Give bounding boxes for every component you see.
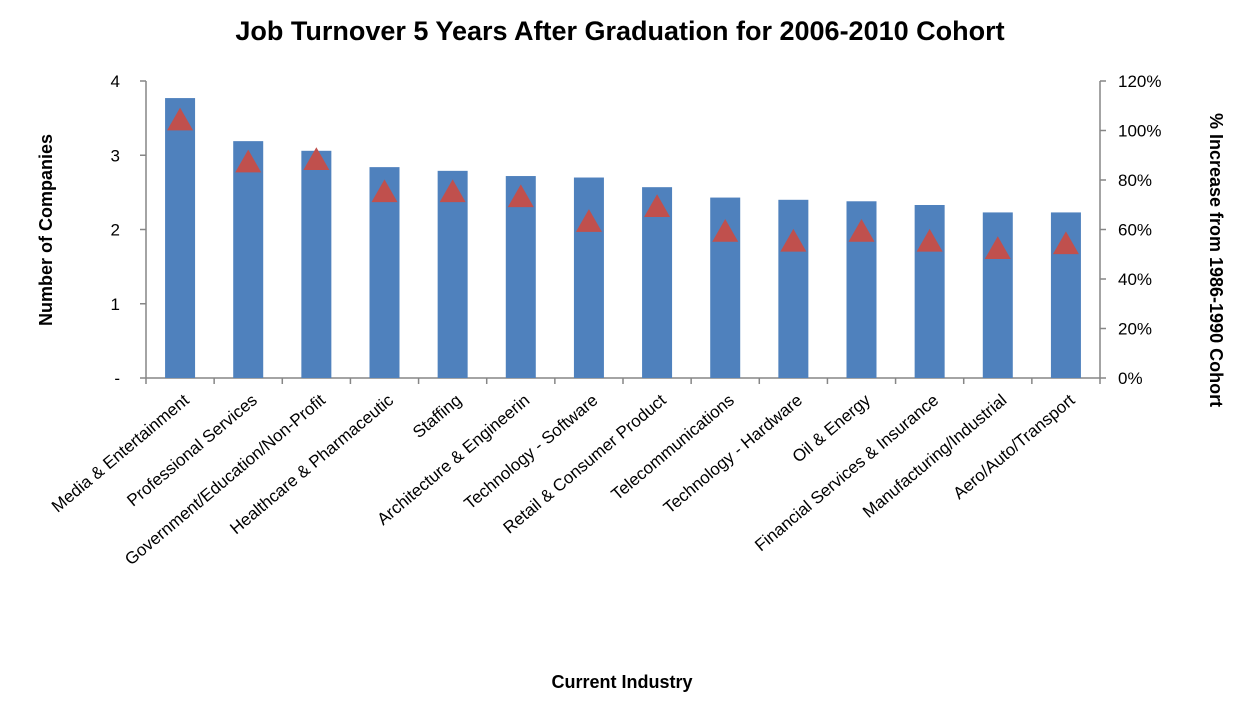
triangle-marker (167, 107, 194, 131)
bar (165, 98, 196, 378)
y2-tick-label: 60% (1118, 221, 1152, 240)
y-tick-label: - (114, 369, 120, 388)
category-label: Telecommunications (608, 391, 738, 505)
triangle-marker (1052, 231, 1079, 255)
category-label: Staffing (409, 391, 465, 442)
y2-tick-label: 100% (1118, 122, 1161, 141)
bar (642, 187, 673, 378)
category-label: Media & Entertainment (48, 390, 193, 516)
bar (369, 167, 400, 378)
triangle-marker (780, 228, 807, 252)
y-tick-label: 1 (111, 295, 120, 314)
category-label: Technology - Hardware (660, 391, 806, 518)
triangle-marker (371, 179, 398, 203)
y-axis-title: Number of Companies (36, 134, 56, 326)
triangle-marker (303, 147, 330, 170)
y-tick-label: 3 (111, 146, 120, 165)
chart-title: Job Turnover 5 Years After Graduation fo… (235, 16, 1004, 46)
category-label: Professional Services (123, 391, 260, 511)
x-axis-title: Current Industry (551, 672, 692, 692)
triangle-marker (848, 218, 875, 242)
y2-axis-title: % Increase from 1986-1990 Cohort (1206, 113, 1226, 407)
triangle-marker (712, 218, 739, 242)
triangle-marker (575, 209, 602, 232)
y-tick-label: 4 (111, 72, 120, 91)
y2-tick-label: 20% (1118, 320, 1152, 339)
y2-tick-label: 0% (1118, 369, 1143, 388)
bar (233, 141, 264, 378)
triangle-marker (916, 228, 943, 252)
y-tick-label: 2 (111, 221, 120, 240)
triangle-marker (439, 179, 466, 203)
category-label: Aero/Auto/Transport (950, 390, 1079, 503)
y2-tick-label: 80% (1118, 171, 1152, 190)
triangle-marker (235, 149, 262, 173)
bar (573, 177, 604, 378)
triangle-marker (644, 194, 671, 217)
triangle-marker (507, 184, 534, 208)
category-label: Technology - Software (460, 391, 601, 514)
triangle-marker (984, 236, 1011, 260)
y2-tick-label: 40% (1118, 270, 1152, 289)
bar (301, 150, 332, 378)
bar (505, 176, 536, 378)
bar (778, 199, 809, 378)
y2-tick-label: 120% (1118, 72, 1161, 91)
bar (437, 170, 468, 378)
